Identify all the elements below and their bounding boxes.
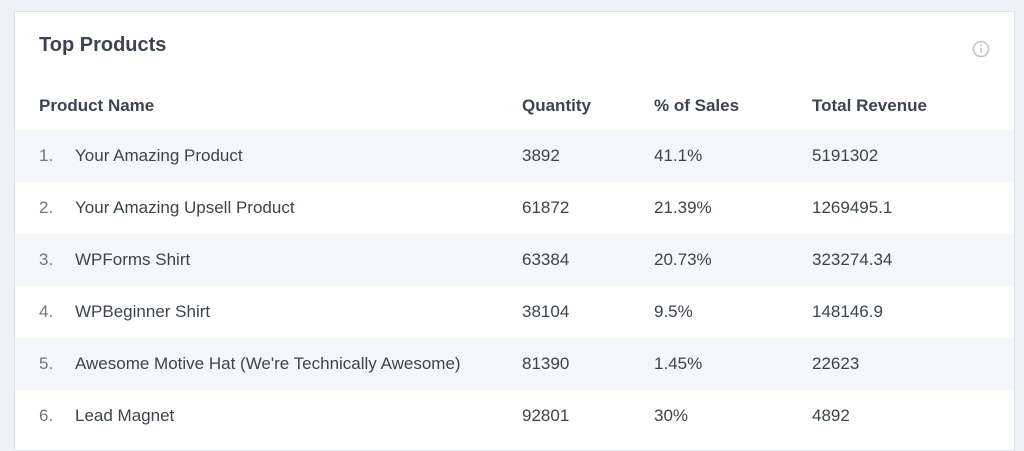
product-name: Your Amazing Upsell Product <box>75 198 295 217</box>
column-header-quantity: Quantity <box>522 96 591 115</box>
product-quantity: 3892 <box>522 146 560 165</box>
product-name: WPForms Shirt <box>75 250 191 269</box>
product-name: Awesome Motive Hat (We're Technically Aw… <box>75 354 461 373</box>
row-rank: 4. <box>39 302 54 321</box>
product-total-revenue: 4892 <box>812 406 850 425</box>
product-percent-of-sales: 20.73% <box>654 250 712 269</box>
column-header-percent-of-sales: % of Sales <box>654 96 740 115</box>
product-quantity: 38104 <box>522 302 570 321</box>
product-total-revenue: 323274.34 <box>812 250 893 269</box>
row-rank: 1. <box>39 146 54 165</box>
product-percent-of-sales: 1.45% <box>654 354 703 373</box>
row-rank: 5. <box>39 354 54 373</box>
table-header: Product Name Quantity % of Sales Total R… <box>15 84 1014 130</box>
product-name: Lead Magnet <box>75 406 175 425</box>
product-quantity: 81390 <box>522 354 570 373</box>
table-body: 1. Your Amazing Product 3892 41.1% 51913… <box>15 130 1014 442</box>
column-header-product-name: Product Name <box>39 96 155 115</box>
product-total-revenue: 22623 <box>812 354 860 373</box>
product-total-revenue: 148146.9 <box>812 302 883 321</box>
product-total-revenue: 5191302 <box>812 146 879 165</box>
row-rank: 3. <box>39 250 54 269</box>
product-quantity: 92801 <box>522 406 570 425</box>
card-title: Top Products <box>39 34 167 56</box>
product-percent-of-sales: 41.1% <box>654 146 703 165</box>
row-rank: 6. <box>39 406 54 425</box>
table-row: 6. Lead Magnet 92801 30% 4892 <box>15 390 1014 442</box>
product-percent-of-sales: 30% <box>654 406 689 425</box>
table-row: 1. Your Amazing Product 3892 41.1% 51913… <box>15 130 1014 182</box>
product-quantity: 61872 <box>522 198 570 217</box>
product-percent-of-sales: 21.39% <box>654 198 712 217</box>
product-name: Your Amazing Product <box>75 146 243 165</box>
table-row: 2. Your Amazing Upsell Product 61872 21.… <box>15 182 1014 234</box>
product-name: WPBeginner Shirt <box>75 302 211 321</box>
product-quantity: 63384 <box>522 250 570 269</box>
product-percent-of-sales: 9.5% <box>654 302 693 321</box>
table-row: 3. WPForms Shirt 63384 20.73% 323274.34 <box>15 234 1014 286</box>
table-row: 4. WPBeginner Shirt 38104 9.5% 148146.9 <box>15 286 1014 338</box>
column-header-total-revenue: Total Revenue <box>812 96 927 115</box>
product-total-revenue: 1269495.1 <box>812 198 893 217</box>
top-products-card: Top Products Product Name Quantity % of … <box>14 11 1015 451</box>
row-rank: 2. <box>39 198 54 217</box>
info-icon[interactable] <box>972 40 990 58</box>
table-row: 5. Awesome Motive Hat (We're Technically… <box>15 338 1014 390</box>
